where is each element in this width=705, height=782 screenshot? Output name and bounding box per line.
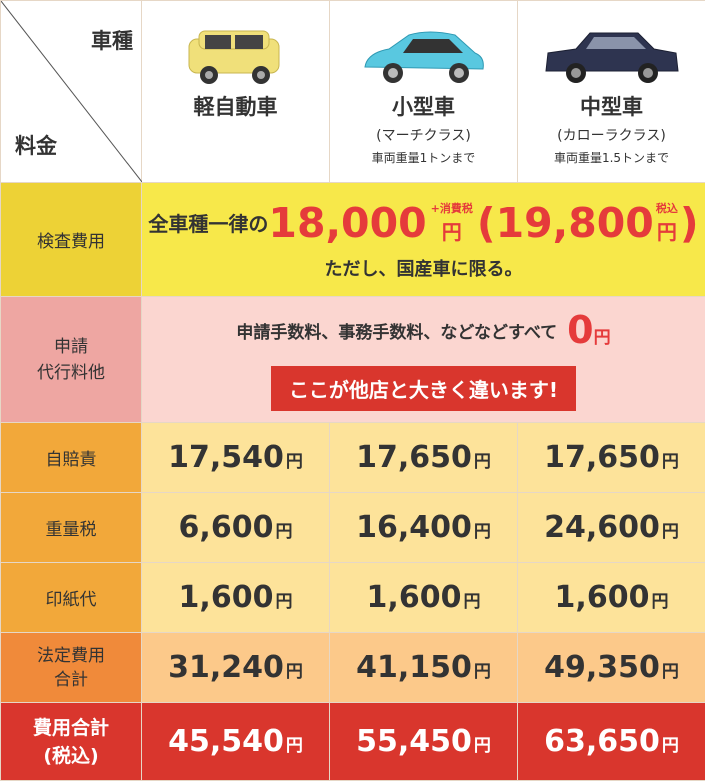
inspection-label: 検査費用 [0,182,142,297]
value-cell: 17,650 円 [517,422,705,493]
yen-unit: 円 [285,662,303,682]
value: 17,540 [168,440,284,475]
car-class: (マーチクラス) [376,128,471,144]
yen-unit: 円 [473,522,491,542]
car-name: 中型車 [580,95,643,119]
value: 41,150 [356,650,472,685]
total-label-1: 費用合計 [32,716,109,739]
value-cell: 31,240 円 [141,632,330,703]
row-label: 自賠責 [0,422,142,493]
value: 24,600 [544,510,660,545]
mid-car-icon [544,32,679,83]
yen-unit: 円 [463,592,481,612]
yen-unit: 円 [473,662,491,682]
legal-label-2: 合計 [54,669,88,690]
value: 1,600 [554,580,650,615]
yen-unit: 円 [285,736,303,756]
agency-cell: 申請手数料、事務手数料、などなどすべて 0 円 ここが他店と大きく違います! [141,296,705,423]
value: 31,240 [168,650,284,685]
yen-unit: 円 [661,736,679,756]
car-name: 小型車 [392,95,455,119]
inspection-cell: 全車種一律の 18,000 +消費税 円 ( 19,800 税込 円 ) ただし… [141,182,705,297]
inspection-prefix: 全車種一律の [148,212,269,236]
yen-unit: 円 [275,522,293,542]
inspection-price: 18,000 [268,198,427,247]
value-cell: 1,600 円 [329,562,518,633]
value: 17,650 [356,440,472,475]
value-cell: 16,400 円 [329,492,518,563]
paren-close: ) [679,198,699,247]
yen-unit: 円 [473,736,491,756]
corner-header: 車種 料金 [0,0,142,183]
agency-label-2: 代行料他 [37,362,105,383]
value-cell: 6,600 円 [141,492,330,563]
yen-unit: 円 [661,522,679,542]
value: 1,600 [366,580,462,615]
inspection-note: ただし、国産車に限る。 [324,258,523,280]
yen-unit: 円 [275,592,293,612]
value: 6,600 [178,510,274,545]
diagonal-line [1,1,142,182]
row-label: 重量税 [0,492,142,563]
car-col-small: 小型車 (マーチクラス) 車両重量1トンまで [329,0,518,183]
tax-note: +消費税 [430,202,473,215]
small-car-icon [363,31,484,83]
yen-unit: 円 [661,452,679,472]
yen-unit: 円 [473,452,491,472]
value: 16,400 [356,510,472,545]
car-class: (カローラクラス) [557,128,666,144]
yen-unit: 円 [656,220,677,244]
kei-car-icon [188,30,279,84]
value: 45,540 [168,724,284,759]
tax-in: 税込 [655,202,678,215]
paren-open: ( [476,198,496,247]
value-cell: 49,350 円 [517,632,705,703]
agency-zero: 0 [567,308,594,352]
total-cell: 45,540 円 [141,702,330,781]
legal-label: 法定費用 合計 [0,632,142,703]
legal-label-1: 法定費用 [37,645,105,666]
value: 55,450 [356,724,472,759]
agency-label: 申請 代行料他 [0,296,142,423]
inspection-price-tax: 19,800 [495,198,654,247]
row-label: 印紙代 [0,562,142,633]
value-cell: 17,540 円 [141,422,330,493]
car-type-header: 車種 [91,29,133,53]
yen-unit: 円 [651,592,669,612]
value: 17,650 [544,440,660,475]
value: 63,650 [544,724,660,759]
total-cell: 55,450 円 [329,702,518,781]
yen-unit: 円 [285,452,303,472]
value-cell: 1,600 円 [517,562,705,633]
total-cell: 63,650 円 [517,702,705,781]
value: 1,600 [178,580,274,615]
value-cell: 41,150 円 [329,632,518,703]
value-cell: 1,600 円 [141,562,330,633]
car-col-mid: 中型車 (カローラクラス) 車両重量1.5トンまで [517,0,705,183]
fee-header: 料金 [15,134,57,158]
value-cell: 24,600 円 [517,492,705,563]
car-weight: 車両重量1.5トンまで [553,151,670,165]
yen-unit: 円 [593,327,611,348]
car-name: 軽自動車 [193,95,278,119]
agency-text: 申請手数料、事務手数料、などなどすべて [236,322,558,343]
yen-unit: 円 [441,220,462,244]
value: 49,350 [544,650,660,685]
total-label-2: (税込) [43,744,99,767]
yen-unit: 円 [661,662,679,682]
car-col-kei: 軽自動車 [141,0,330,183]
agency-label-1: 申請 [54,336,88,357]
value-cell: 17,650 円 [329,422,518,493]
difference-banner: ここが他店と大きく違います! [270,366,577,411]
total-label: 費用合計 (税込) [0,702,142,781]
car-weight: 車両重量1トンまで [371,151,476,165]
